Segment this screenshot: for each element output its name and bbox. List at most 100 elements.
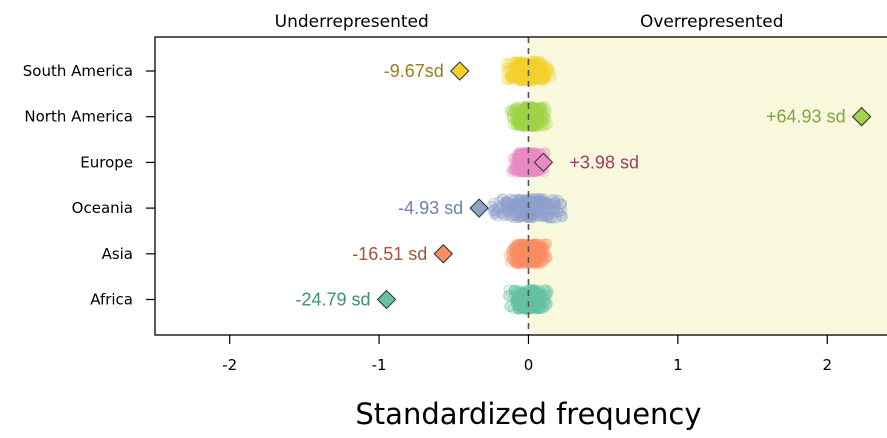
null-point xyxy=(535,116,547,128)
null-point xyxy=(513,113,525,125)
null-point xyxy=(533,118,544,130)
null-point xyxy=(516,57,528,69)
null-point xyxy=(511,164,523,176)
null-point xyxy=(521,109,533,121)
null-point xyxy=(510,248,522,260)
null-point xyxy=(516,148,528,160)
null-point xyxy=(512,152,524,163)
null-point xyxy=(514,57,526,68)
null-point xyxy=(545,204,557,216)
null-point xyxy=(531,253,543,265)
null-point xyxy=(524,74,536,85)
null-point xyxy=(510,119,522,130)
null-point xyxy=(537,110,549,122)
null-point xyxy=(539,198,551,209)
null-point xyxy=(533,57,544,69)
null-point xyxy=(509,245,521,257)
null-point xyxy=(526,205,538,217)
null-point xyxy=(524,205,535,217)
null-point xyxy=(518,207,530,218)
null-point xyxy=(524,249,535,261)
null-point xyxy=(526,192,538,204)
null-point xyxy=(536,248,547,260)
null-point xyxy=(527,239,539,250)
null-point xyxy=(521,101,533,113)
y-axis: South America North America Europe Oceania A… xyxy=(23,62,155,309)
null-point xyxy=(505,204,517,216)
null-point xyxy=(527,162,538,173)
null-point xyxy=(539,111,550,123)
null-point xyxy=(501,73,513,85)
null-point xyxy=(532,102,544,114)
null-point xyxy=(527,243,538,255)
null-point xyxy=(524,103,535,115)
null-point xyxy=(546,194,558,206)
null-point xyxy=(514,159,526,171)
null-point xyxy=(517,66,528,78)
null-point xyxy=(514,239,525,251)
x-tick-label: 2 xyxy=(822,356,832,374)
null-point xyxy=(518,112,530,124)
null-point xyxy=(522,74,533,86)
null-point xyxy=(512,251,524,263)
null-point xyxy=(518,238,530,250)
null-point xyxy=(528,71,540,82)
null-point xyxy=(514,166,526,177)
null-point xyxy=(544,67,555,79)
null-point xyxy=(506,57,518,68)
null-point xyxy=(531,293,543,305)
null-point xyxy=(534,288,546,299)
null-point xyxy=(524,255,536,267)
null-point xyxy=(501,204,513,216)
null-point xyxy=(511,102,523,114)
null-point xyxy=(510,161,522,173)
null-point xyxy=(533,69,545,81)
null-point xyxy=(513,57,525,68)
null-point xyxy=(529,165,540,177)
null-point xyxy=(511,149,523,161)
null-point xyxy=(509,62,521,73)
null-point xyxy=(529,165,540,177)
null-point xyxy=(516,109,528,121)
null-point xyxy=(526,153,538,164)
null-point xyxy=(504,71,516,83)
null-point xyxy=(512,60,524,71)
null-point xyxy=(534,104,546,115)
null-point xyxy=(516,103,528,115)
null-point xyxy=(517,64,528,76)
null-point xyxy=(519,109,530,121)
null-point xyxy=(531,105,542,116)
null-point xyxy=(534,288,546,300)
null-point xyxy=(513,250,525,262)
null-point xyxy=(536,64,547,76)
null-point xyxy=(528,248,540,260)
null-point xyxy=(511,258,523,269)
null-point xyxy=(522,156,533,168)
null-point xyxy=(541,252,553,263)
null-point xyxy=(527,290,538,302)
null-point xyxy=(515,238,527,250)
null-point xyxy=(528,116,540,128)
null-point xyxy=(533,118,545,130)
null-point xyxy=(504,105,516,117)
null-point xyxy=(534,294,546,306)
null-point xyxy=(524,150,535,162)
null-point xyxy=(509,163,521,175)
null-point xyxy=(552,206,564,218)
null-point xyxy=(517,255,528,267)
null-point xyxy=(535,286,547,298)
null-point xyxy=(531,208,542,220)
null-point xyxy=(511,298,523,310)
null-point xyxy=(534,55,545,67)
null-point xyxy=(527,284,539,296)
null-point xyxy=(528,294,539,305)
null-point xyxy=(529,238,541,250)
null-point xyxy=(504,65,516,76)
null-point xyxy=(529,117,540,129)
null-point xyxy=(540,296,552,308)
null-point xyxy=(526,110,538,121)
null-point xyxy=(516,243,527,255)
null-point xyxy=(516,148,527,160)
null-point xyxy=(537,75,549,87)
null-point xyxy=(528,294,540,306)
